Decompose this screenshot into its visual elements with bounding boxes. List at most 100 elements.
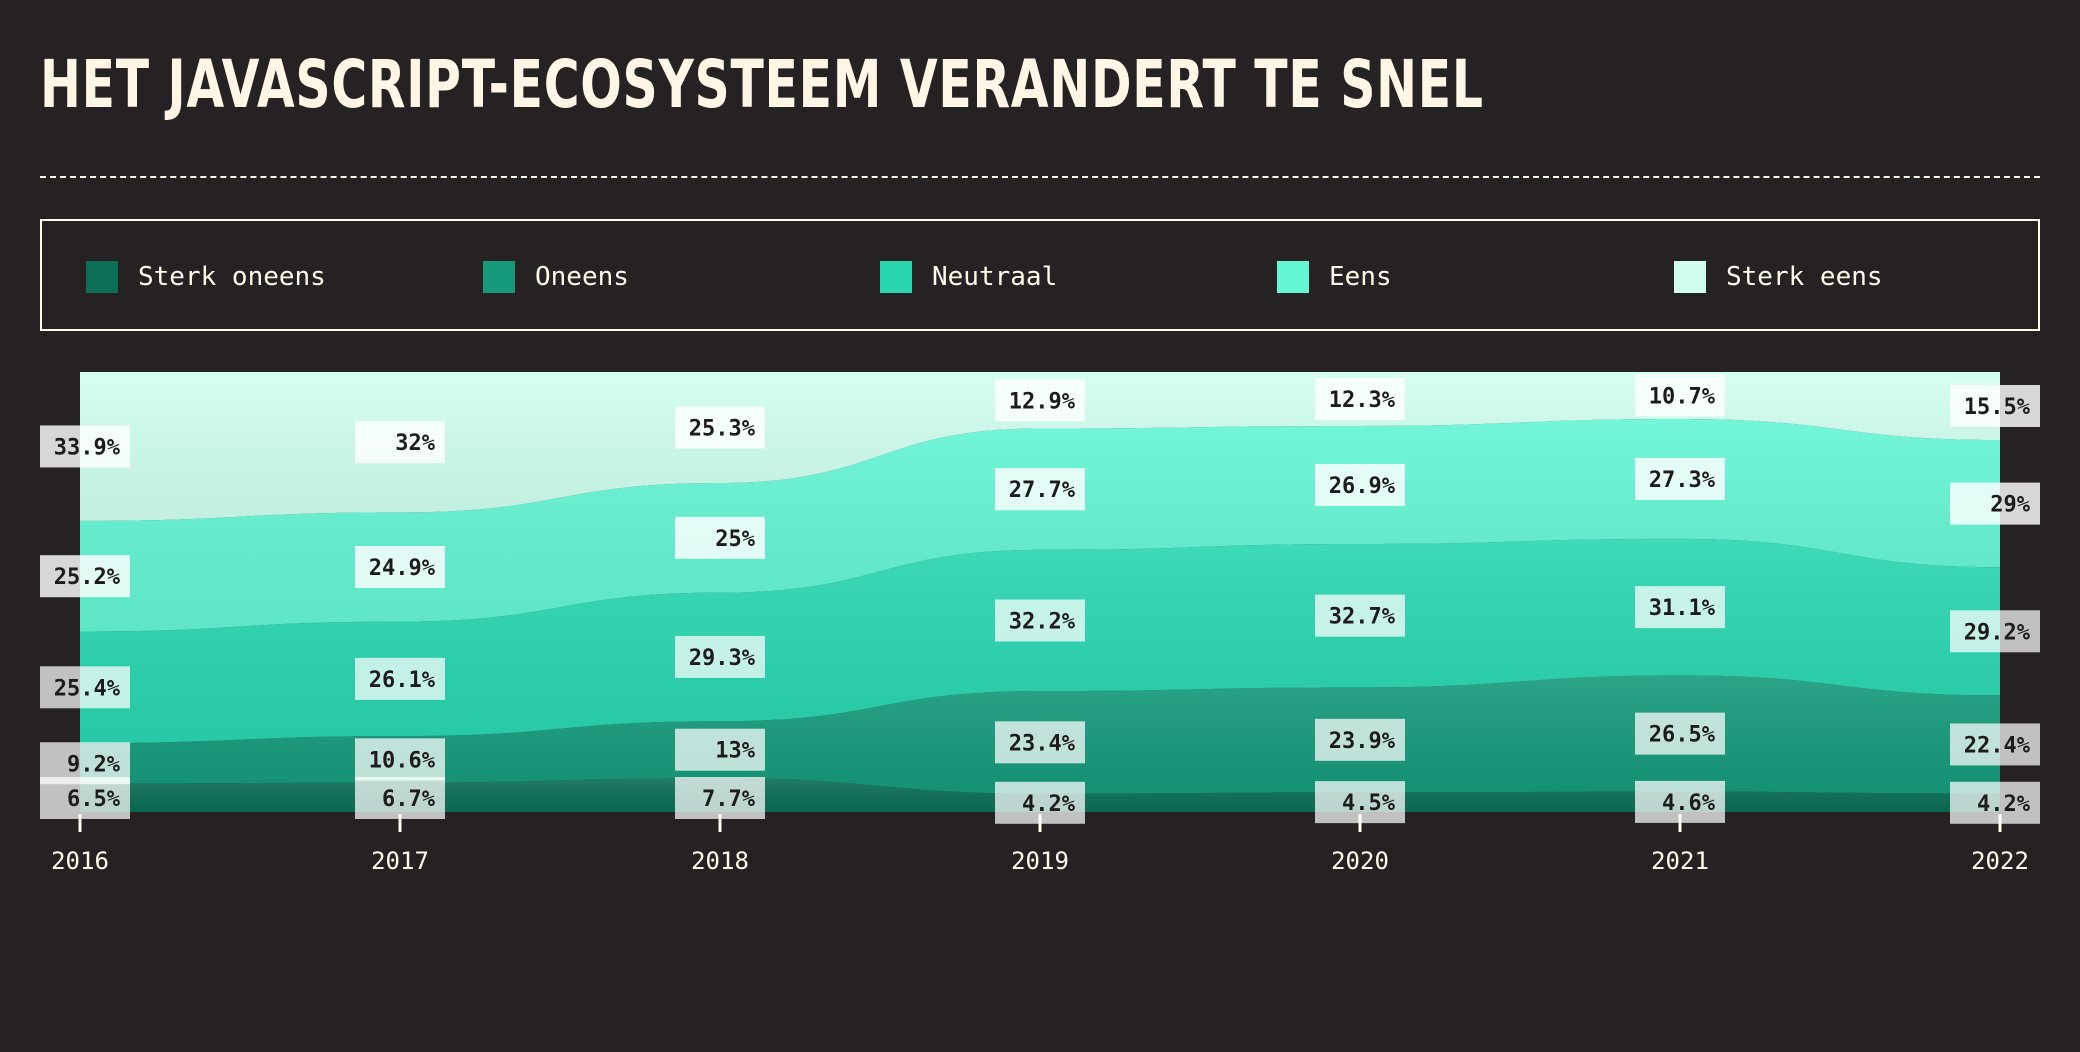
data-label-text: 10.7% — [1649, 384, 1716, 409]
data-label-oneens-2016: 9.2% — [40, 742, 130, 785]
data-label-neutraal-2022: 29.2% — [1950, 610, 2040, 653]
data-label-text: 6.7% — [382, 787, 436, 812]
data-label-sterk-eens-2021: 10.7% — [1635, 374, 1725, 417]
data-label-box — [1315, 377, 1405, 420]
x-tick-label-2022: 2022 — [1971, 847, 2029, 875]
data-label-box — [1950, 781, 2040, 824]
data-label-text: 32.7% — [1329, 605, 1396, 630]
data-label-text: 7.7% — [702, 787, 756, 812]
data-label-text: 26.5% — [1649, 723, 1716, 748]
data-label-box — [1950, 384, 2040, 427]
x-tick-label-2016: 2016 — [51, 847, 109, 875]
data-label-text: 29.3% — [689, 646, 756, 671]
legend-label-sterk-oneens: Sterk oneens — [138, 262, 326, 292]
legend-label-neutraal: Neutraal — [932, 262, 1058, 292]
data-label-text: 26.1% — [369, 668, 436, 693]
data-label-sterk-oneens-2018: 7.7% — [675, 777, 765, 819]
data-label-text: 25% — [715, 527, 755, 552]
x-tick-label-2019: 2019 — [1011, 847, 1069, 875]
data-label-sterk-oneens-2017: 6.7% — [355, 777, 445, 819]
data-label-sterk-eens-2020: 12.3% — [1315, 377, 1405, 420]
data-label-text: 27.3% — [1649, 468, 1716, 493]
data-label-oneens-2022: 22.4% — [1950, 723, 2040, 766]
data-label-sterk-oneens-2019: 4.2% — [995, 781, 1085, 824]
data-label-text: 6.5% — [67, 787, 121, 812]
data-label-text: 4.2% — [1022, 792, 1076, 817]
data-label-box — [355, 545, 445, 588]
data-label-text: 24.9% — [369, 556, 436, 581]
x-tick-label-2018: 2018 — [691, 847, 749, 875]
data-label-text: 25.3% — [689, 416, 756, 441]
data-label-box — [355, 777, 445, 819]
legend-swatch-sterk-oneens — [86, 261, 118, 293]
data-label-eens-2016: 25.2% — [40, 555, 130, 598]
data-label-text: 9.2% — [67, 752, 121, 777]
legend-item-eens[interactable]: Eens — [1277, 261, 1392, 293]
legend-item-sterk-oneens[interactable]: Sterk oneens — [86, 261, 326, 293]
data-label-text: 23.9% — [1329, 729, 1396, 754]
data-label-box — [995, 781, 1085, 824]
data-label-box — [1950, 723, 2040, 766]
data-label-box — [1950, 482, 2040, 525]
data-label-eens-2019: 27.7% — [995, 468, 1085, 511]
data-label-box — [40, 425, 130, 468]
data-label-text: 4.6% — [1662, 791, 1716, 816]
legend-swatch-oneens — [483, 261, 515, 293]
data-label-neutraal-2016: 25.4% — [40, 666, 130, 709]
area-shade-eens — [80, 418, 2000, 632]
legend: Sterk oneens Oneens Neutraal Eens Sterk … — [40, 219, 2040, 331]
legend-swatch-neutraal — [880, 261, 912, 293]
data-label-text: 29.2% — [1964, 620, 2031, 645]
data-label-eens-2021: 27.3% — [1635, 457, 1725, 500]
data-label-box — [1635, 457, 1725, 500]
data-label-eens-2018: 25% — [675, 516, 765, 559]
legend-item-sterk-eens[interactable]: Sterk eens — [1674, 261, 1883, 293]
data-label-neutraal-2021: 31.1% — [1635, 586, 1725, 629]
legend-item-oneens[interactable]: Oneens — [483, 261, 629, 293]
legend-label-oneens: Oneens — [535, 262, 629, 292]
data-label-oneens-2019: 23.4% — [995, 721, 1085, 764]
data-label-box — [675, 635, 765, 678]
data-label-eens-2022: 29% — [1950, 482, 2040, 525]
data-label-box — [1315, 594, 1405, 637]
data-label-text: 27.7% — [1009, 478, 1076, 503]
data-label-oneens-2020: 23.9% — [1315, 718, 1405, 761]
data-label-box — [675, 728, 765, 771]
data-label-box — [1315, 718, 1405, 761]
data-label-neutraal-2018: 29.3% — [675, 635, 765, 678]
data-label-box — [1315, 463, 1405, 506]
data-label-box — [40, 742, 130, 785]
data-label-box — [1315, 781, 1405, 824]
data-label-box — [995, 599, 1085, 642]
data-label-sterk-eens-2019: 12.9% — [995, 379, 1085, 422]
data-label-text: 12.9% — [1009, 389, 1076, 414]
data-label-sterk-eens-2016: 33.9% — [40, 425, 130, 468]
x-tick-label-2021: 2021 — [1651, 847, 1709, 875]
data-label-box — [355, 657, 445, 700]
data-label-sterk-oneens-2020: 4.5% — [1315, 781, 1405, 824]
area-shade-sterk-eens — [80, 372, 2000, 521]
data-label-text: 23.4% — [1009, 731, 1076, 756]
legend-item-neutraal[interactable]: Neutraal — [880, 261, 1057, 293]
legend-label-sterk-eens: Sterk eens — [1726, 262, 1883, 292]
data-label-sterk-oneens-2022: 4.2% — [1950, 781, 2040, 824]
data-label-sterk-eens-2022: 15.5% — [1950, 384, 2040, 427]
data-label-box — [1635, 586, 1725, 629]
data-label-oneens-2021: 26.5% — [1635, 712, 1725, 755]
data-label-text: 29% — [1990, 493, 2030, 518]
data-label-text: 32.2% — [1009, 609, 1076, 634]
data-label-box — [355, 738, 445, 781]
x-tick-label-2017: 2017 — [371, 847, 429, 875]
legend-swatch-eens — [1277, 261, 1309, 293]
legend-swatch-sterk-eens — [1674, 261, 1706, 293]
data-label-box — [675, 406, 765, 449]
data-label-text: 32% — [395, 431, 435, 456]
data-label-box — [1635, 374, 1725, 417]
data-label-sterk-eens-2017: 32% — [355, 421, 445, 464]
data-label-text: 15.5% — [1964, 395, 2031, 420]
x-tick-label-2020: 2020 — [1331, 847, 1389, 875]
data-label-box — [675, 777, 765, 819]
data-label-box — [995, 468, 1085, 511]
data-label-neutraal-2019: 32.2% — [995, 599, 1085, 642]
data-label-box — [1635, 780, 1725, 823]
